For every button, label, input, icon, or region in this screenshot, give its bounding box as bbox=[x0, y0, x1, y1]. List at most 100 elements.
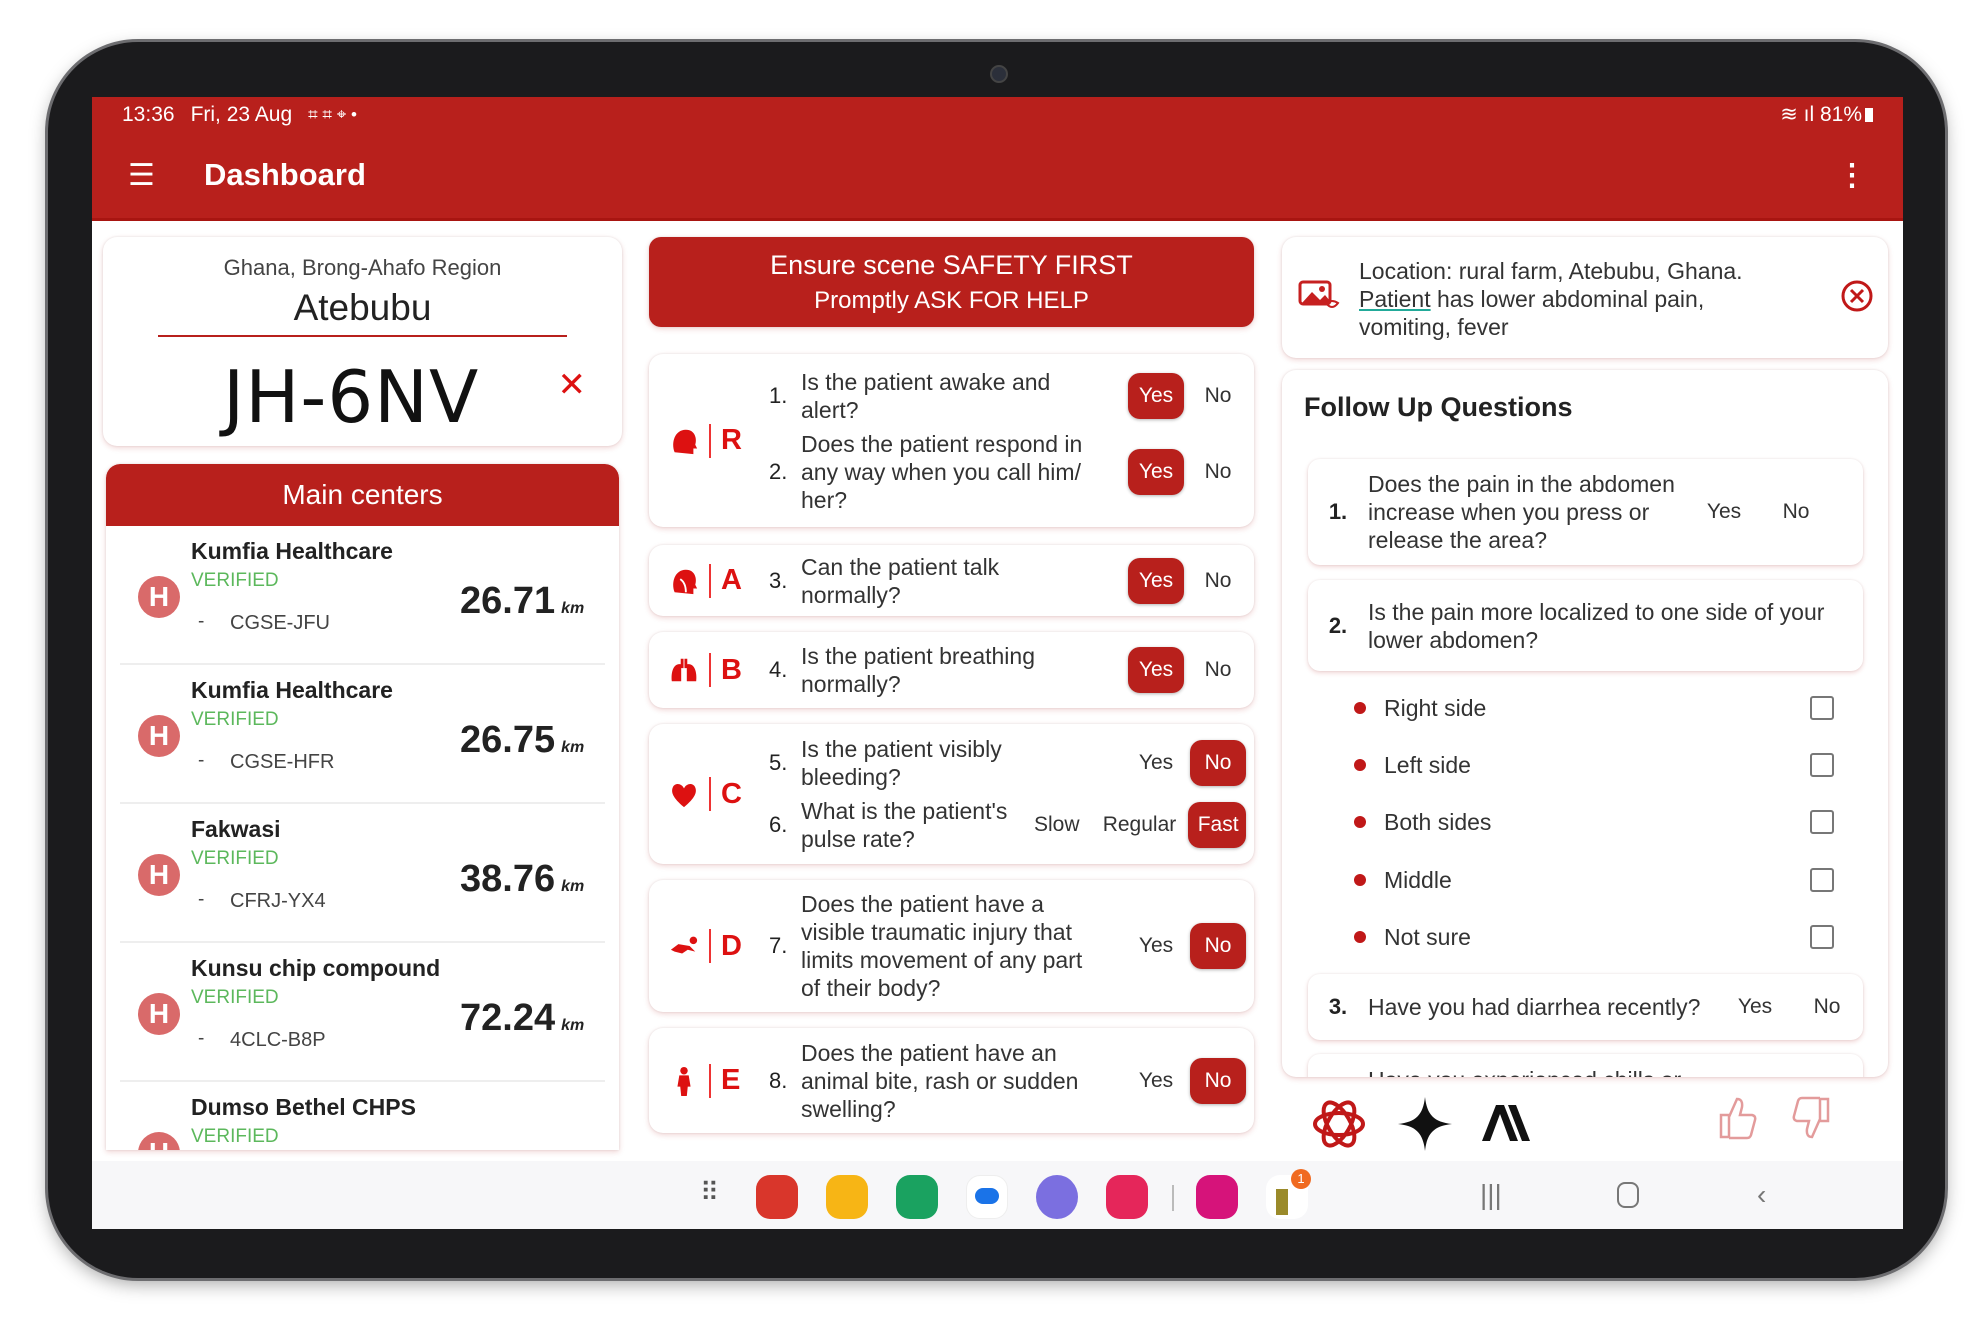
answer-options: Yes No bbox=[1104, 372, 1254, 419]
option-fast[interactable]: Fast bbox=[1187, 802, 1246, 848]
center-dash: - bbox=[198, 889, 205, 910]
location-option[interactable]: Both sides bbox=[1354, 802, 1834, 842]
triage-question: 6. What is the patient's pulse rate? Slow R… bbox=[769, 794, 1254, 856]
divider bbox=[709, 929, 711, 963]
triage-question: 7. Does the patient have a visible trauma… bbox=[769, 887, 1254, 1005]
notification-badge: 1 bbox=[1291, 1169, 1311, 1189]
notes-app-icon[interactable] bbox=[756, 1175, 798, 1219]
option-no[interactable]: No bbox=[1190, 740, 1246, 786]
openai-icon[interactable] bbox=[1310, 1095, 1368, 1153]
option-yes[interactable]: Yes bbox=[1138, 1068, 1174, 1092]
case-symptoms: has lower abdominal pain, vomiting, feve… bbox=[1359, 286, 1705, 340]
divider bbox=[709, 1063, 711, 1098]
option-yes[interactable]: Yes bbox=[1128, 448, 1184, 495]
abcde-card-r: R 1. Is the patient awake and alert? Yes No 2… bbox=[649, 354, 1254, 527]
option-no[interactable]: No bbox=[1190, 923, 1246, 969]
app-drawer-icon[interactable]: ⠿ bbox=[700, 1177, 719, 1207]
question-list: 4. Is the patient breathing normally? Yes N… bbox=[769, 639, 1254, 701]
center-list-item[interactable]: H Kumfia Healthcare VERIFIED - CGSE-JFU … bbox=[120, 526, 605, 665]
option-yes[interactable]: Yes bbox=[1128, 372, 1184, 419]
location-code-input[interactable]: JH-6NV bbox=[223, 355, 480, 439]
divider bbox=[158, 335, 567, 337]
option-regular[interactable]: Regular bbox=[1102, 813, 1177, 836]
option-no[interactable]: No bbox=[1190, 1057, 1246, 1104]
anthropic-icon[interactable] bbox=[1478, 1095, 1532, 1149]
location-option[interactable]: Not sure bbox=[1354, 917, 1834, 957]
more-vert-icon[interactable]: ⋮ bbox=[1837, 158, 1867, 192]
close-circle-icon[interactable] bbox=[1840, 279, 1874, 313]
option-no[interactable]: No bbox=[1204, 383, 1232, 407]
distance-value: 72.24 bbox=[460, 997, 556, 1039]
gemini-icon[interactable] bbox=[1396, 1095, 1454, 1153]
files-app-icon[interactable] bbox=[826, 1175, 868, 1219]
no-option[interactable]: No bbox=[1782, 500, 1810, 523]
center-list-item[interactable]: H Kumfia Healthcare VERIFIED - CGSE-HFR … bbox=[120, 665, 605, 804]
back-button[interactable]: ‹ bbox=[1757, 1179, 1767, 1210]
option-checkbox[interactable] bbox=[1810, 925, 1834, 949]
image-attachment-icon[interactable] bbox=[1298, 279, 1342, 313]
center-list-item[interactable]: H Kunsu chip compound VERIFIED - 4CLC-B8… bbox=[120, 943, 605, 1082]
messages-app-icon[interactable] bbox=[966, 1175, 1008, 1219]
category-label: D bbox=[649, 929, 769, 963]
phone-app-icon[interactable] bbox=[896, 1175, 938, 1219]
yes-option[interactable]: Yes bbox=[1706, 500, 1742, 523]
question-number: 1. bbox=[769, 382, 788, 408]
clear-icon[interactable]: ✕ bbox=[557, 366, 587, 404]
thumbs-up-icon[interactable] bbox=[1717, 1095, 1757, 1141]
question-list: 7. Does the patient have a visible trauma… bbox=[769, 887, 1254, 1005]
option-checkbox[interactable] bbox=[1810, 753, 1834, 777]
distance-value: 26.75 bbox=[460, 719, 556, 761]
screen-recorder-icon[interactable] bbox=[1106, 1175, 1148, 1219]
answer-options: Yes No bbox=[1104, 448, 1254, 495]
option-yes[interactable]: Yes bbox=[1128, 557, 1184, 604]
option-slow[interactable]: Slow bbox=[1034, 813, 1080, 836]
option-no[interactable]: No bbox=[1204, 658, 1232, 681]
question-number: 2. bbox=[1328, 612, 1348, 638]
page-title: Dashboard bbox=[204, 157, 366, 192]
front-camera bbox=[990, 65, 1008, 83]
location-option[interactable]: Middle bbox=[1354, 860, 1834, 900]
option-checkbox[interactable] bbox=[1810, 868, 1834, 892]
option-yes[interactable]: Yes bbox=[1138, 751, 1174, 774]
no-option[interactable]: No bbox=[1813, 995, 1841, 1018]
abcde-card-e: E 8. Does the patient have an animal bite,… bbox=[649, 1028, 1254, 1133]
case-location: Location: rural farm, Atebubu, Ghana. bbox=[1359, 258, 1743, 284]
yes-option[interactable]: Yes bbox=[1737, 995, 1773, 1018]
question-text: Does the patient have a visible traumati… bbox=[801, 891, 1083, 1001]
dock-divider bbox=[1172, 1185, 1174, 1211]
internet-app-icon[interactable] bbox=[1036, 1175, 1078, 1219]
location-option[interactable]: Left side bbox=[1354, 745, 1834, 785]
divider bbox=[709, 423, 711, 458]
flower-app-icon[interactable] bbox=[1196, 1175, 1238, 1219]
center-name: Fakwasi bbox=[191, 816, 281, 842]
answer-options: Yes No bbox=[1104, 647, 1254, 693]
home-button[interactable] bbox=[1617, 1182, 1639, 1208]
follow-up-panel: Follow Up Questions 1. Does the pain in … bbox=[1282, 370, 1888, 1077]
option-yes[interactable]: Yes bbox=[1138, 934, 1174, 957]
question-text: Is the patient visibly bleeding? bbox=[801, 736, 1002, 790]
option-no[interactable]: No bbox=[1204, 568, 1232, 592]
case-description: Location: rural farm, Atebubu, Ghana. Pat… bbox=[1359, 257, 1789, 341]
thumbs-down-icon[interactable] bbox=[1792, 1095, 1832, 1141]
center-list-item[interactable]: H Dumso Bethel CHPS VERIFIED bbox=[120, 1082, 605, 1150]
option-no[interactable]: No bbox=[1204, 459, 1232, 483]
main-centers-panel: Main centers H Kumfia Healthcare VERIFIE… bbox=[106, 464, 619, 1150]
hospital-icon: H bbox=[138, 993, 180, 1035]
battery-icon bbox=[1865, 107, 1873, 122]
center-list-item[interactable]: H Fakwasi VERIFIED - CFRJ-YX4 38.76 km bbox=[120, 804, 605, 943]
case-info-card: Location: rural farm, Atebubu, Ghana. Pat… bbox=[1282, 237, 1888, 358]
hamburger-icon[interactable]: ☰ bbox=[128, 158, 155, 192]
option-yes[interactable]: Yes bbox=[1128, 647, 1184, 693]
location-option[interactable]: Right side bbox=[1354, 688, 1834, 728]
recents-button[interactable]: ||| bbox=[1480, 1179, 1502, 1210]
location-card: Ghana, Brong-Ahafo Region Atebubu JH-6NV… bbox=[103, 237, 622, 446]
center-list[interactable]: H Kumfia Healthcare VERIFIED - CGSE-JFU … bbox=[106, 526, 619, 1150]
question-list: 5. Is the patient visibly bleeding? Yes No 6… bbox=[769, 732, 1254, 856]
question-number: 3. bbox=[1328, 994, 1348, 1019]
question-text: What is the patient's pulse rate? bbox=[801, 798, 1008, 852]
question-list: 3. Can the patient talk normally? Yes No bbox=[769, 550, 1254, 612]
option-checkbox[interactable] bbox=[1810, 810, 1834, 834]
follow-up-question-3: 3. Have you had diarrhea recently? Yes N… bbox=[1308, 974, 1863, 1040]
option-checkbox[interactable] bbox=[1810, 696, 1834, 720]
question-text: Does the patient respond in any way when… bbox=[801, 430, 1083, 513]
